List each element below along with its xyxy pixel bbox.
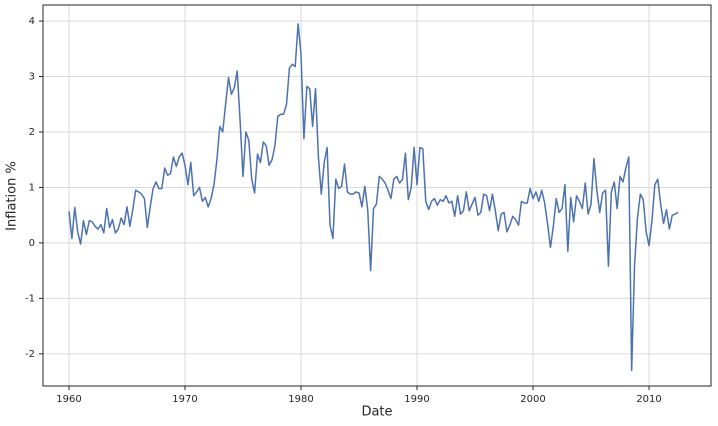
x-axis-label: Date <box>361 405 392 420</box>
y-axis-label: Inflation % <box>5 161 20 231</box>
x-tick-label: 2000 <box>520 394 545 405</box>
y-tick-label: -1 <box>25 293 35 304</box>
y-tick-label: 0 <box>29 238 35 249</box>
y-tick-label: 3 <box>29 72 35 83</box>
data-line <box>68 23 679 372</box>
y-tick-label: 2 <box>29 127 35 138</box>
x-tick-label: 1970 <box>172 394 197 405</box>
y-tick-label: 4 <box>29 16 35 27</box>
x-tick-label: 1960 <box>56 394 81 405</box>
x-tick-label: 2010 <box>636 394 661 405</box>
x-tick-label: 1980 <box>288 394 313 405</box>
y-tick-label: 1 <box>29 182 35 193</box>
x-tick-label: 1990 <box>404 394 429 405</box>
y-tick-label: -2 <box>25 349 35 360</box>
plot-frame <box>42 4 712 387</box>
